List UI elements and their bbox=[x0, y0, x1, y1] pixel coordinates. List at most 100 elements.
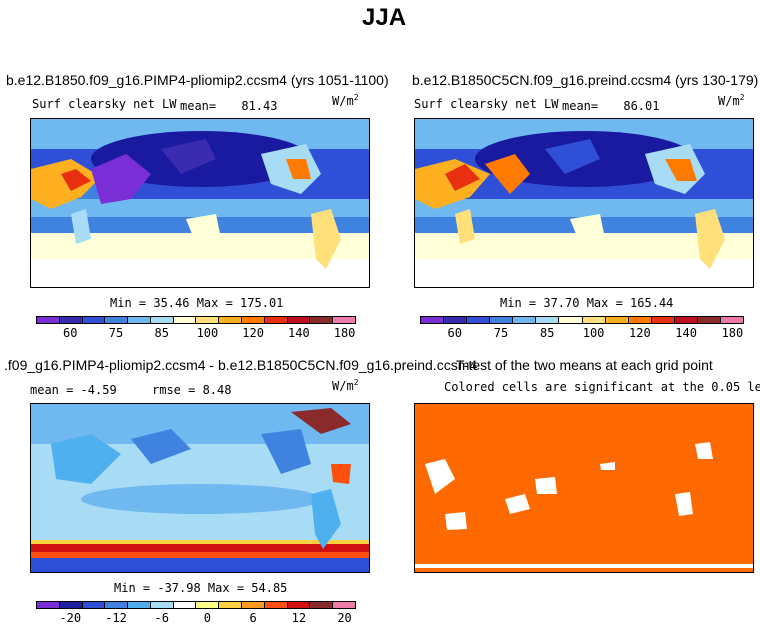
colorbar-top-right: 60 75 85 100 120 140 180 bbox=[420, 316, 744, 344]
colorbar-cell bbox=[37, 602, 60, 608]
ttest-significance-fill bbox=[415, 404, 753, 572]
mean-label-top-right: mean= 86.01 bbox=[562, 99, 659, 113]
units-top-left: W/m2 bbox=[332, 93, 359, 108]
colorbar-cell bbox=[467, 317, 491, 323]
panel-title-bottom-right: T-test of the two means at each grid poi… bbox=[456, 357, 713, 373]
variable-label-top-right: Surf clearsky net LW bbox=[414, 97, 559, 111]
colorbar-cell bbox=[697, 317, 722, 323]
colorbar-cell bbox=[242, 317, 265, 323]
colorbar-cell bbox=[310, 602, 334, 608]
colorbar-tick-label: 120 bbox=[629, 326, 651, 340]
colorbar-tick-label: 140 bbox=[675, 326, 697, 340]
colorbar-cell bbox=[421, 317, 445, 323]
colorbar-tick-label: 140 bbox=[288, 326, 310, 340]
colorbar-tick-label: 60 bbox=[447, 326, 462, 340]
colorbar-tick-label: 180 bbox=[333, 326, 356, 340]
map-top-right-svg bbox=[415, 119, 753, 287]
subtitle-bottom-right: Colored cells are significant at the 0.0… bbox=[444, 380, 760, 394]
map-top-left-svg bbox=[31, 119, 369, 287]
colorbar-cell bbox=[150, 602, 174, 608]
colorbar-cell bbox=[173, 317, 197, 323]
mean-text-bottom-left: mean = -4.59 bbox=[30, 383, 117, 397]
colorbar-cell bbox=[150, 317, 174, 323]
colorbar-cell bbox=[196, 602, 220, 608]
colorbar-cell bbox=[128, 602, 151, 608]
colorbar-tick-label: 100 bbox=[582, 326, 605, 340]
minmax-top-right: Min = 37.70 Max = 165.44 bbox=[500, 296, 674, 310]
map-top-left bbox=[30, 118, 370, 288]
variable-label-top-left: Surf clearsky net LW bbox=[32, 97, 177, 111]
colorbar-cell bbox=[264, 602, 288, 608]
mean-value: 81.43 bbox=[241, 99, 278, 113]
map-bottom-left bbox=[30, 403, 370, 573]
colorbar-cell bbox=[219, 602, 243, 608]
colorbar-tick-label: -20 bbox=[59, 611, 82, 625]
units-top-right: W/m2 bbox=[718, 93, 745, 108]
map-bottom-left-svg bbox=[31, 404, 369, 572]
units-base: W/m bbox=[332, 94, 354, 108]
colorbar-tick-label: 75 bbox=[493, 326, 509, 340]
mean-label: mean= bbox=[180, 99, 217, 113]
colorbar-cell bbox=[82, 317, 106, 323]
colorbar-cell bbox=[333, 602, 355, 608]
colorbar-top-left: 60 75 85 100 120 140 180 bbox=[36, 316, 356, 344]
colorbar-cells bbox=[420, 316, 744, 324]
colorbar-tick-label: 20 bbox=[337, 611, 352, 625]
map-bottom-right bbox=[414, 403, 754, 573]
colorbar-cell bbox=[196, 317, 220, 323]
colorbar-cells bbox=[36, 601, 356, 609]
colorbar-tick-label: 60 bbox=[63, 326, 78, 340]
units-exponent: 2 bbox=[353, 93, 359, 102]
colorbar-cell bbox=[721, 317, 744, 323]
colorbar-tick-label: 6 bbox=[249, 611, 257, 625]
colorbar-cell bbox=[490, 317, 514, 323]
units-base: W/m bbox=[718, 94, 740, 108]
minmax-bottom-left: Min = -37.98 Max = 54.85 bbox=[114, 581, 288, 595]
minmax-top-left: Min = 35.46 Max = 175.01 bbox=[110, 296, 284, 310]
page-title: JJA bbox=[362, 4, 407, 31]
colorbar-tick-label: 75 bbox=[108, 326, 124, 340]
colorbar-cell bbox=[128, 317, 151, 323]
colorbar-tick-label: 0 bbox=[203, 611, 212, 625]
colorbar-cell bbox=[605, 317, 629, 323]
map-bottom-right-svg bbox=[415, 404, 753, 572]
colorbar-tick-label: 85 bbox=[154, 326, 169, 340]
mean-label-top-left: mean= 81.43 bbox=[180, 99, 277, 113]
colorbar-cell bbox=[582, 317, 606, 323]
rmse-text-bottom-left: rmse = 8.48 bbox=[152, 383, 232, 397]
colorbar-tick-label: 12 bbox=[291, 611, 307, 625]
map-top-right bbox=[414, 118, 754, 288]
colorbar-tick-label: 100 bbox=[196, 326, 219, 340]
colorbar-cell bbox=[310, 317, 334, 323]
colorbar-tick-label: -6 bbox=[154, 611, 169, 625]
colorbar-cell bbox=[674, 317, 698, 323]
panel-title-top-left: b.e12.B1850.f09_g16.PIMP4-pliomip2.ccsm4… bbox=[6, 72, 389, 88]
colorbar-cell bbox=[628, 317, 652, 323]
mean-label: mean= bbox=[562, 99, 599, 113]
colorbar-cells bbox=[36, 316, 356, 324]
colorbar-cell bbox=[287, 317, 311, 323]
panel-title-top-right: b.e12.B1850C5CN.f09_g16.preind.ccsm4 (yr… bbox=[412, 72, 759, 88]
colorbar-cell bbox=[559, 317, 583, 323]
mean-value: 86.01 bbox=[623, 99, 660, 113]
colorbar-cell bbox=[105, 317, 129, 323]
colorbar-cell bbox=[242, 602, 265, 608]
units-base: W/m bbox=[332, 379, 354, 393]
units-exponent: 2 bbox=[739, 93, 745, 102]
colorbar-cell bbox=[59, 602, 83, 608]
colorbar-tick-label: 120 bbox=[242, 326, 264, 340]
colorbar-cell bbox=[59, 317, 83, 323]
colorbar-cell bbox=[82, 602, 106, 608]
colorbar-cell bbox=[513, 317, 537, 323]
colorbar-cell bbox=[105, 602, 129, 608]
colorbar-tick-label: -12 bbox=[105, 611, 127, 625]
colorbar-cell bbox=[219, 317, 243, 323]
colorbar-cell bbox=[536, 317, 560, 323]
units-exponent: 2 bbox=[353, 378, 359, 387]
colorbar-cell bbox=[287, 602, 311, 608]
colorbar-cell bbox=[333, 317, 355, 323]
colorbar-cell bbox=[173, 602, 197, 608]
colorbar-tick-label: 180 bbox=[721, 326, 744, 340]
colorbar-cell bbox=[264, 317, 288, 323]
colorbar-cell bbox=[651, 317, 675, 323]
